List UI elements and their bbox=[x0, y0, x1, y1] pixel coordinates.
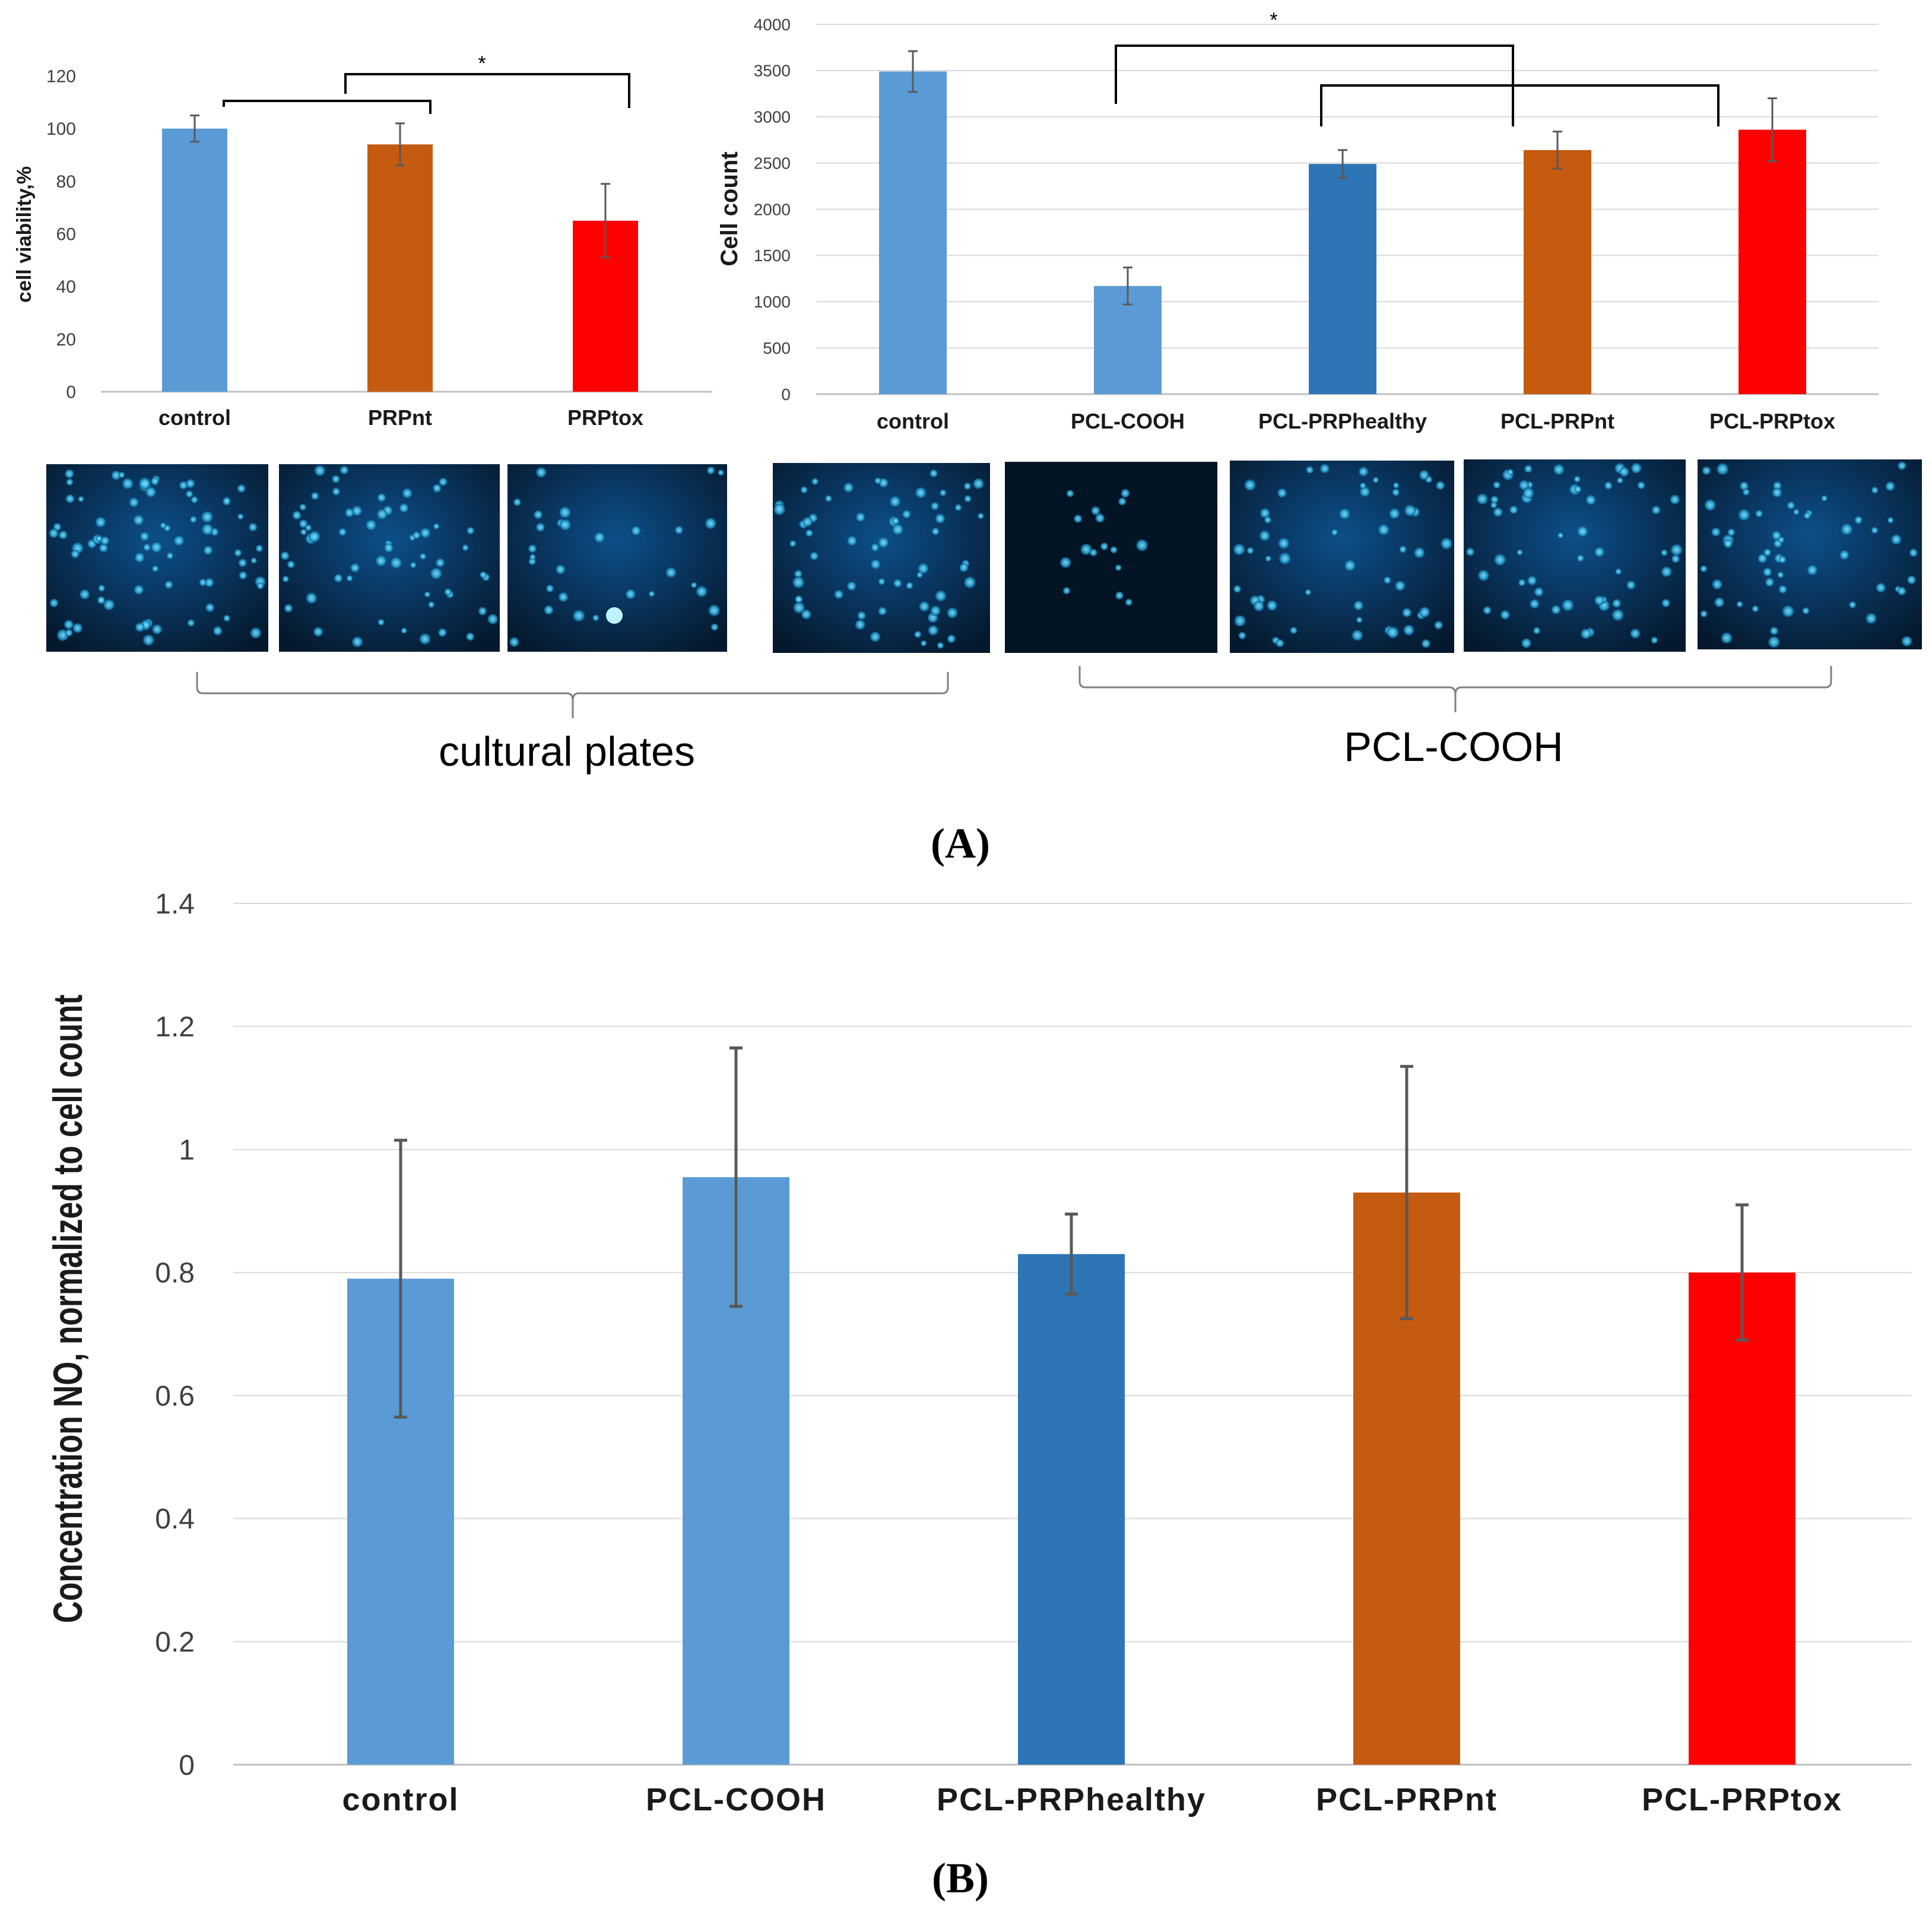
no-concentration-chart: Concentration NO, normalized to cell cou… bbox=[45, 889, 1911, 1818]
y-tick-label: 4000 bbox=[754, 15, 791, 34]
y-tick-label: 2500 bbox=[754, 154, 791, 172]
category-label-pcl-prpnt: PCL-PRPnt bbox=[1500, 409, 1614, 433]
error-bar-prpnt bbox=[395, 122, 405, 167]
y-tick-label: 1500 bbox=[754, 246, 791, 265]
cellcount-bars bbox=[879, 50, 1806, 395]
y-tick-label: 500 bbox=[763, 339, 791, 357]
no-y-ticks: 0 0.2 0.4 0.6 0.8 1 1.2 1.4 bbox=[155, 889, 195, 1781]
y-tick-label: 20 bbox=[56, 330, 76, 350]
y-tick-label: 1.4 bbox=[155, 889, 195, 920]
category-label-pcl-prphealthy: PCL-PRPhealthy bbox=[937, 1782, 1206, 1818]
error-bar-pcl-prpnt bbox=[1553, 131, 1562, 170]
error-bar-control bbox=[190, 115, 199, 143]
cellcount-significance-star: * bbox=[1270, 9, 1277, 31]
cellcount-y-axis-label: Cell count bbox=[716, 151, 743, 266]
micrograph-1 bbox=[46, 464, 268, 652]
no-category-labels: control PCL-COOH PCL-PRPhealthy PCL-PRPnt PC… bbox=[342, 1782, 1842, 1818]
micrograph-6 bbox=[1230, 461, 1454, 653]
category-label-control: control bbox=[342, 1782, 459, 1818]
micrograph-7 bbox=[1464, 459, 1686, 652]
y-tick-label: 3500 bbox=[754, 62, 791, 80]
category-label-control: control bbox=[158, 405, 231, 430]
error-bar-prptox bbox=[601, 183, 610, 259]
y-tick-label: 1000 bbox=[754, 293, 791, 311]
micrograph-4 bbox=[773, 463, 990, 653]
bar-pcl-prpnt bbox=[1524, 150, 1591, 394]
viability-category-labels: control PRPnt PRPtox bbox=[158, 405, 643, 430]
y-tick-label: 60 bbox=[56, 225, 76, 245]
error-bar-pcl-cooh bbox=[729, 1046, 743, 1308]
error-bar-pcl-prphealthy bbox=[1065, 1212, 1078, 1296]
category-label-pcl-prphealthy: PCL-PRPhealthy bbox=[1258, 409, 1427, 433]
cellcount-y-ticks: 0 500 1000 1500 2000 2500 3000 3500 4000 bbox=[754, 15, 791, 404]
category-label-pcl-prptox: PCL-PRPtox bbox=[1642, 1782, 1842, 1818]
micrograph-row bbox=[46, 459, 1922, 653]
panel-label-a: (A) bbox=[931, 820, 990, 867]
viability-bars bbox=[162, 115, 638, 392]
y-tick-label: 40 bbox=[56, 277, 76, 297]
error-bar-pcl-cooh bbox=[1123, 267, 1132, 306]
cellcount-category-labels: control PCL-COOH PCL-PRPhealthy PCL-PRPnt PC… bbox=[877, 409, 1835, 433]
cell-count-chart: Cell count 0 500 1000 1500 2000 2500 3000 3500 4… bbox=[716, 9, 1879, 433]
bar-pcl-prptox bbox=[1739, 129, 1806, 394]
category-label-prpnt: PRPnt bbox=[368, 405, 432, 430]
micrograph-2 bbox=[279, 464, 500, 652]
viability-y-ticks: 0 20 40 60 80 100 120 bbox=[46, 67, 76, 402]
error-bar-pcl-prptox bbox=[1768, 97, 1777, 163]
category-label-pcl-prptox: PCL-PRPtox bbox=[1709, 409, 1835, 433]
group-label-cultural-plates: cultural plates bbox=[439, 728, 695, 775]
error-bar-control bbox=[908, 50, 918, 93]
cellcount-significance-brackets bbox=[1115, 45, 1720, 126]
brace-pcl-cooh bbox=[1078, 666, 1832, 712]
bracket-outer bbox=[344, 73, 630, 108]
bar-control bbox=[162, 128, 227, 392]
group-braces bbox=[196, 666, 1832, 718]
bar-pcl-prphealthy bbox=[1018, 1254, 1125, 1765]
micrograph-3 bbox=[507, 464, 727, 652]
no-y-axis-label: Concentration NO, normalized to cell cou… bbox=[45, 994, 91, 1623]
y-tick-label: 80 bbox=[56, 172, 76, 192]
y-tick-label: 0 bbox=[66, 383, 76, 402]
viability-y-axis-label: cell viability,% bbox=[13, 166, 36, 303]
micrograph-8 bbox=[1698, 459, 1922, 649]
category-label-control: control bbox=[877, 409, 949, 433]
y-tick-label: 100 bbox=[46, 119, 76, 139]
bar-pcl-prphealthy bbox=[1309, 164, 1376, 394]
no-bars bbox=[347, 1046, 1795, 1765]
y-tick-label: 0.2 bbox=[155, 1627, 195, 1658]
bar-prpnt bbox=[367, 144, 433, 392]
viability-significance-brackets bbox=[223, 73, 630, 114]
error-bar-pcl-prpnt bbox=[1400, 1065, 1413, 1321]
y-tick-label: 1 bbox=[179, 1134, 195, 1166]
category-label-prptox: PRPtox bbox=[567, 405, 643, 430]
viability-significance-star: * bbox=[478, 52, 486, 75]
error-bar-control bbox=[394, 1138, 407, 1419]
y-tick-label: 0 bbox=[179, 1750, 195, 1781]
y-tick-label: 120 bbox=[46, 67, 76, 87]
bracket-healthy-prptox bbox=[1320, 84, 1720, 126]
error-bar-pcl-prphealthy bbox=[1338, 149, 1347, 179]
bar-pcl-prptox bbox=[1689, 1272, 1795, 1765]
micrograph-5 bbox=[1005, 462, 1217, 653]
category-label-pcl-prpnt: PCL-PRPnt bbox=[1316, 1782, 1498, 1818]
brace-cultural-plates bbox=[196, 672, 949, 718]
y-tick-label: 0 bbox=[781, 385, 791, 404]
y-tick-label: 1.2 bbox=[155, 1011, 195, 1043]
panel-label-b: (B) bbox=[932, 1854, 989, 1902]
category-label-pcl-cooh: PCL-COOH bbox=[1071, 409, 1185, 433]
bracket-control-prpnt bbox=[223, 100, 432, 114]
viability-chart: cell viability,% 0 20 40 60 80 100 120 control… bbox=[13, 52, 712, 430]
bar-control bbox=[879, 71, 947, 395]
y-tick-label: 0.4 bbox=[155, 1504, 195, 1535]
y-tick-label: 0.8 bbox=[155, 1258, 195, 1289]
group-label-pcl-cooh: PCL-COOH bbox=[1344, 724, 1563, 770]
y-tick-label: 3000 bbox=[754, 108, 791, 126]
y-tick-label: 2000 bbox=[754, 200, 791, 218]
error-bar-pcl-prptox bbox=[1736, 1203, 1749, 1342]
y-tick-label: 0.6 bbox=[155, 1381, 195, 1412]
category-label-pcl-cooh: PCL-COOH bbox=[646, 1782, 826, 1818]
